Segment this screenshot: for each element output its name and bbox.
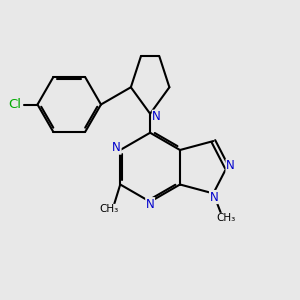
Text: N: N bbox=[209, 190, 218, 203]
Text: N: N bbox=[152, 110, 161, 123]
Text: N: N bbox=[146, 198, 154, 211]
Text: Cl: Cl bbox=[8, 98, 22, 111]
Text: CH₃: CH₃ bbox=[99, 204, 119, 214]
Text: CH₃: CH₃ bbox=[217, 213, 236, 223]
Text: N: N bbox=[112, 141, 121, 154]
Text: N: N bbox=[226, 159, 235, 172]
